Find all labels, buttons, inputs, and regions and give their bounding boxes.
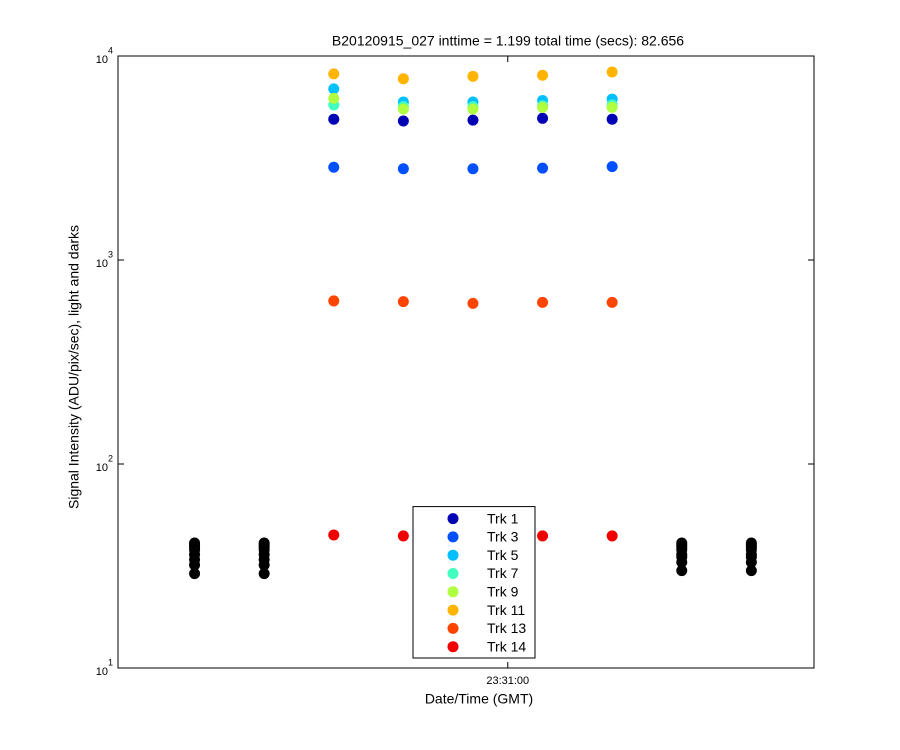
legend-box (412, 506, 536, 659)
y-tick-exponent: 4 (108, 45, 113, 55)
y-axis-label: Signal Intensity (ADU/pix/sec), light an… (66, 225, 82, 509)
point (397, 296, 409, 308)
dark-point (676, 537, 688, 549)
dark-point (745, 537, 757, 549)
y-tick-label: 10 (96, 666, 108, 678)
point (328, 68, 340, 80)
legend-label: Trk 5 (487, 547, 519, 563)
legend-label: Trk 3 (487, 529, 519, 545)
legend-label: Trk 7 (487, 565, 519, 581)
point (467, 70, 479, 82)
legend-marker (447, 622, 459, 634)
point (328, 92, 340, 104)
point (606, 296, 618, 308)
y-tick-label: 10 (96, 54, 108, 66)
point (397, 530, 409, 542)
dark-point (189, 537, 201, 549)
legend-marker (447, 586, 459, 598)
point (606, 161, 618, 173)
point (328, 161, 340, 173)
point (606, 66, 618, 78)
point (537, 162, 549, 174)
legend-marker (447, 513, 459, 525)
point (328, 83, 340, 95)
point (606, 113, 618, 125)
legend-marker (447, 568, 459, 579)
legend-marker (447, 641, 459, 653)
point (328, 295, 340, 307)
legend-marker (447, 531, 459, 543)
point (397, 103, 409, 115)
legend-marker (447, 604, 459, 616)
point (606, 101, 618, 113)
dark-point (745, 565, 757, 577)
point (467, 163, 479, 175)
point (537, 112, 549, 124)
point (397, 163, 409, 175)
point (537, 101, 549, 113)
y-tick-exponent: 3 (108, 249, 113, 259)
y-tick-exponent: 2 (108, 453, 113, 463)
x-tick-label: 23:31:00 (486, 675, 529, 687)
dark-point (189, 568, 201, 580)
point (397, 115, 409, 127)
point (537, 69, 549, 81)
legend-label: Trk 13 (487, 620, 526, 636)
legend-label: Trk 1 (487, 510, 519, 526)
dark-point (258, 537, 270, 549)
dark-point (258, 568, 270, 580)
point (328, 113, 340, 125)
point (467, 297, 479, 309)
legend-marker (447, 549, 459, 561)
chart-title: B20120915_027 inttime = 1.199 total time… (332, 33, 684, 49)
legend-label: Trk 9 (487, 584, 519, 600)
point (606, 530, 618, 542)
dark-point (676, 565, 688, 577)
legend-label: Trk 11 (487, 602, 525, 618)
legend-label: Trk 14 (487, 638, 526, 654)
point (397, 73, 409, 85)
legend: Trk 1 Trk 3 Trk 5 Trk 7 Trk 9 Trk 11 Trk 13 Trk… (412, 506, 536, 659)
y-tick-label: 10 (96, 258, 108, 270)
point (328, 529, 340, 541)
point (537, 296, 549, 308)
point (537, 530, 549, 542)
y-tick-label: 10 (96, 462, 108, 474)
y-tick-exponent: 1 (108, 657, 113, 667)
point (467, 103, 479, 115)
x-axis-label: Date/Time (GMT) (425, 691, 533, 707)
point (467, 114, 479, 126)
